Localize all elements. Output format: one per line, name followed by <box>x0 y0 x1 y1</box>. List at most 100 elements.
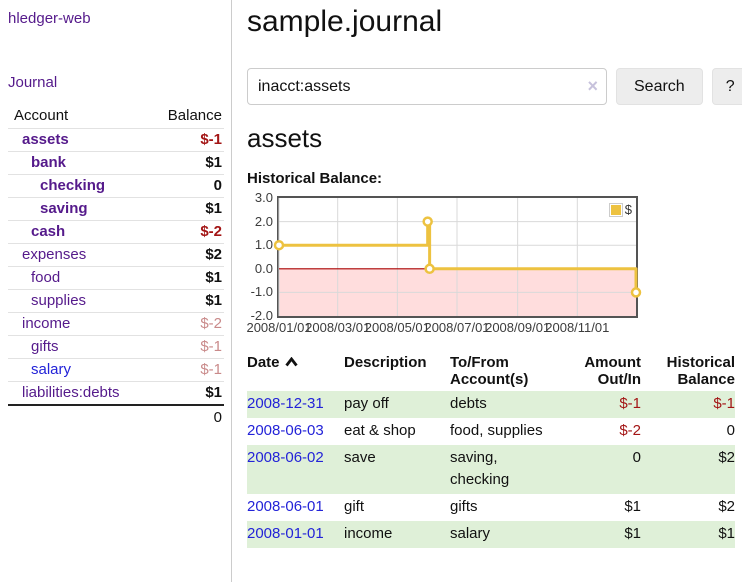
search-input[interactable] <box>247 68 607 105</box>
sidebar-total-balance: 0 <box>213 409 222 426</box>
account-row: saving $1 <box>8 197 224 221</box>
balance-column-header: Balance <box>167 107 222 124</box>
register-col-date[interactable]: Date <box>247 352 344 391</box>
transaction-date-link[interactable]: 2008-06-03 <box>247 422 324 439</box>
account-row: gifts $-1 <box>8 335 224 359</box>
transaction-amount: $-2 <box>619 422 641 439</box>
register-header-row: Date Description To/From Account(s) Amou… <box>247 352 735 391</box>
account-link[interactable]: liabilities:debts <box>22 384 120 401</box>
account-link[interactable]: bank <box>31 154 67 171</box>
account-link[interactable]: income <box>22 315 71 332</box>
account-balance: $1 <box>205 292 222 309</box>
register-row: 2008-06-01 gift gifts $1 $2 <box>247 494 735 521</box>
chart-legend: $ <box>608 202 632 217</box>
y-axis-tick-label: -1.0 <box>250 284 273 300</box>
transaction-amount: $-1 <box>619 395 641 412</box>
account-link[interactable]: cash <box>31 223 66 240</box>
account-row: liabilities:debts $1 <box>8 381 224 406</box>
x-axis-tick-label: 2008/09/01 <box>485 320 551 335</box>
account-row: cash $-2 <box>8 220 224 244</box>
transaction-date-link[interactable]: 2008-06-01 <box>247 498 324 515</box>
account-row: bank $1 <box>8 151 224 175</box>
chart-title: Historical Balance: <box>247 170 383 187</box>
sidebar-item-journal[interactable]: Journal <box>8 74 58 91</box>
account-row: checking 0 <box>8 174 224 198</box>
y-axis-tick-label: -2.0 <box>250 308 273 323</box>
account-link[interactable]: gifts <box>31 338 59 355</box>
y-axis-tick-label: 0.0 <box>254 260 273 276</box>
transaction-balance: 0 <box>726 422 735 439</box>
account-balance: $2 <box>205 246 222 263</box>
transaction-description: gift <box>344 498 365 515</box>
register-col-amount: Amount Out/In <box>584 354 641 388</box>
sidebar-total-spacer <box>8 405 147 429</box>
account-link[interactable]: food <box>31 269 61 286</box>
register-table: Date Description To/From Account(s) Amou… <box>247 352 735 548</box>
historical-balance-chart: $3.0 2.0 1.0 0.0 -1.0 -2.0 2008/01/01 2008/03/0… <box>246 190 667 337</box>
account-balance: 0 <box>213 177 222 194</box>
transaction-date-link[interactable]: 2008-01-01 <box>247 525 324 542</box>
transaction-amount: 0 <box>632 449 641 466</box>
account-row: expenses $2 <box>8 243 224 267</box>
x-axis-tick-label: 2008/07/01 <box>424 320 490 335</box>
account-balance: $-1 <box>200 338 222 355</box>
transaction-accounts: gifts <box>450 498 478 515</box>
transaction-accounts: salary <box>450 525 491 542</box>
account-link[interactable]: checking <box>40 177 106 194</box>
transaction-accounts: debts <box>450 395 487 412</box>
account-balance: $1 <box>205 154 222 171</box>
register-row: 2008-01-01 income salary $1 $1 <box>247 521 735 548</box>
account-balance: $-2 <box>200 223 222 240</box>
sidebar: hledger-web Journal Account Balance asse… <box>0 0 232 582</box>
account-balance: $-1 <box>200 131 222 148</box>
y-axis-tick-label: 2.0 <box>254 213 273 229</box>
account-link[interactable]: assets <box>22 131 69 148</box>
x-axis-tick-label: 2008/11/01 <box>545 320 610 335</box>
main-content: sample.journal × Search ? assets Histori… <box>232 0 742 582</box>
transaction-accounts: saving, checking <box>450 449 510 488</box>
account-row: supplies $1 <box>8 289 224 313</box>
transaction-balance: $1 <box>718 525 735 542</box>
legend-series-label: $ <box>624 202 632 217</box>
transaction-balance: $2 <box>718 449 735 466</box>
transaction-amount: $1 <box>624 498 641 515</box>
sort-ascending-icon <box>284 354 298 371</box>
clear-search-icon[interactable]: × <box>587 76 598 96</box>
account-link[interactable]: supplies <box>31 292 87 309</box>
register-col-balance: Historical Balance <box>666 354 735 388</box>
search-button[interactable]: Search <box>616 68 703 105</box>
y-axis-tick-label: 1.0 <box>254 237 273 253</box>
account-title: assets <box>247 123 323 153</box>
transaction-description: pay off <box>344 395 389 412</box>
transaction-amount: $1 <box>624 525 641 542</box>
legend-series-swatch <box>608 202 623 217</box>
account-link[interactable]: salary <box>31 361 72 378</box>
account-row: salary $-1 <box>8 358 224 382</box>
transaction-date-link[interactable]: 2008-06-02 <box>247 449 324 466</box>
account-balance: $1 <box>205 200 222 217</box>
transaction-date-link[interactable]: 2008-12-31 <box>247 395 324 412</box>
search-form: × Search ? <box>247 68 742 105</box>
sidebar-total-row: 0 <box>8 405 224 429</box>
x-axis-tick-label: 2008/05/01 <box>364 320 430 335</box>
register-col-accounts: To/From Account(s) <box>450 354 529 388</box>
brand-link[interactable]: hledger-web <box>8 10 91 27</box>
account-row: food $1 <box>8 266 224 290</box>
account-row: assets $-1 <box>8 128 224 152</box>
help-button[interactable]: ? <box>711 68 742 105</box>
register-col-description: Description <box>344 354 427 371</box>
sidebar-accounts-header-row: Account Balance <box>8 104 224 129</box>
accounts-column-header: Account <box>14 107 69 124</box>
account-balance: $-2 <box>200 315 222 332</box>
y-axis-tick-label: 3.0 <box>254 190 273 205</box>
transaction-accounts: food, supplies <box>450 422 543 439</box>
transaction-description: eat & shop <box>344 422 416 439</box>
account-link[interactable]: expenses <box>22 246 87 263</box>
account-link[interactable]: saving <box>40 200 88 217</box>
x-axis-tick-label: 2008/01/01 <box>246 320 312 335</box>
account-row: income $-2 <box>8 312 224 336</box>
account-balance: $1 <box>205 269 222 286</box>
register-row: 2008-06-03 eat & shop food, supplies $-2 0 <box>247 418 735 445</box>
